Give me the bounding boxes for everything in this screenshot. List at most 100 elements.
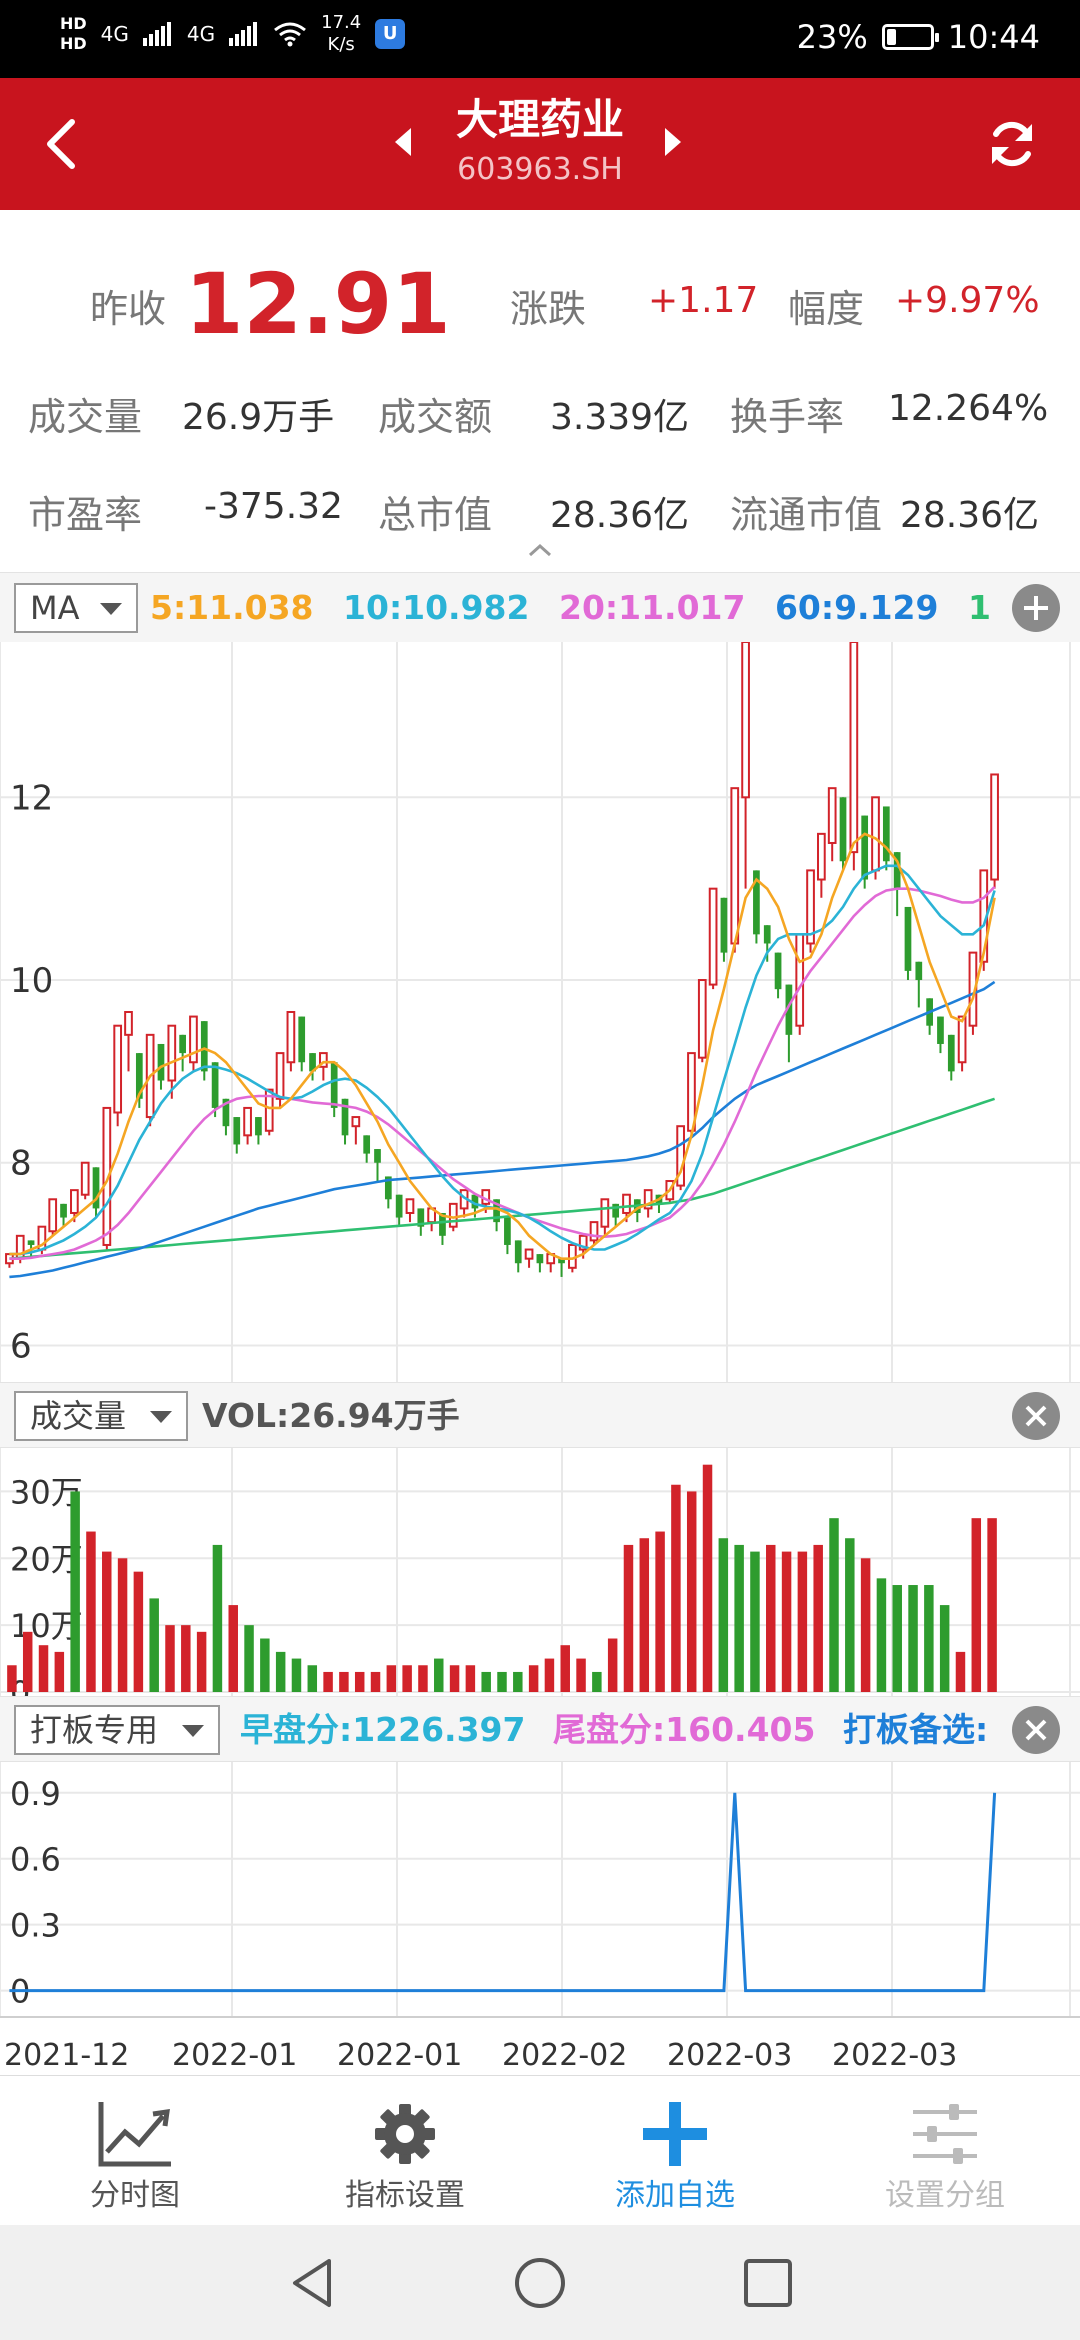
battery-icon bbox=[881, 24, 939, 50]
candle-up bbox=[275, 1052, 285, 1100]
volume-bar bbox=[528, 1665, 539, 1692]
close-board-button[interactable] bbox=[1012, 1706, 1060, 1754]
tab-add-watchlist[interactable]: 添加自选 bbox=[540, 2076, 810, 2226]
volume-bar bbox=[924, 1585, 934, 1692]
board-values: 早盘分:1226.397 尾盘分:160.405 打板备选:1. bbox=[240, 1705, 990, 1755]
turnover-label: 换手率 bbox=[730, 395, 845, 439]
candle-down bbox=[135, 1053, 143, 1099]
volume-bar bbox=[766, 1544, 776, 1692]
candle-down bbox=[157, 1043, 165, 1081]
volume-label: 成交量 bbox=[28, 395, 143, 439]
y-tick-label: 0.3 bbox=[10, 1907, 61, 1945]
candle-up bbox=[741, 642, 750, 799]
back-button[interactable] bbox=[38, 114, 88, 174]
candle-down bbox=[179, 1034, 186, 1054]
next-stock-button[interactable] bbox=[665, 128, 681, 156]
candle-down bbox=[763, 925, 771, 944]
hd-indicator: HD HD bbox=[60, 14, 87, 53]
y-tick-label: 10 bbox=[10, 961, 53, 1001]
candle-down bbox=[904, 906, 912, 971]
candle-down bbox=[536, 1254, 544, 1264]
candle-up bbox=[795, 933, 805, 1027]
candle-down bbox=[493, 1199, 500, 1223]
chevron-down-icon bbox=[99, 603, 122, 615]
volume-bar bbox=[70, 1491, 80, 1692]
chevron-down-icon bbox=[150, 1411, 173, 1423]
volume-bar bbox=[386, 1665, 397, 1692]
board-selector[interactable]: 打板专用 bbox=[14, 1705, 221, 1755]
volume-bar bbox=[149, 1598, 159, 1692]
add-indicator-button[interactable] bbox=[1012, 584, 1060, 632]
candle-up bbox=[113, 1024, 123, 1114]
candle-down bbox=[774, 952, 782, 990]
chevron-up-icon[interactable] bbox=[527, 540, 553, 560]
close-volume-button[interactable] bbox=[1012, 1392, 1060, 1440]
volume-bar bbox=[418, 1665, 428, 1692]
volume-bar bbox=[449, 1665, 460, 1692]
recents-nav-icon[interactable] bbox=[740, 2255, 796, 2311]
ma10-value: 10:10.982 bbox=[343, 588, 530, 627]
pe-label: 市盈率 bbox=[28, 493, 143, 537]
tab-indicator-settings[interactable]: 指标设置 bbox=[270, 2076, 540, 2226]
volume-bar bbox=[876, 1578, 887, 1692]
late-score: 尾盘分:160.405 bbox=[552, 1710, 816, 1749]
volume-selector[interactable]: 成交量 bbox=[14, 1391, 189, 1441]
prev-stock-button[interactable] bbox=[395, 128, 411, 156]
home-nav-icon[interactable] bbox=[512, 2255, 568, 2311]
chevron-down-icon bbox=[182, 1725, 205, 1737]
amount-label: 成交额 bbox=[378, 395, 493, 439]
change-value: +1.17 bbox=[648, 280, 759, 321]
candle-up bbox=[600, 1198, 610, 1228]
stock-title: 大理药业 603963.SH bbox=[380, 92, 700, 192]
candle-down bbox=[882, 806, 890, 862]
x-tick-label: 2022-02 bbox=[502, 2038, 627, 2073]
candle-down bbox=[363, 1135, 371, 1154]
signal-4g-1: 4G bbox=[100, 22, 129, 46]
candle-up bbox=[730, 787, 740, 945]
candle-up bbox=[102, 1106, 112, 1246]
volume-bar bbox=[639, 1538, 650, 1692]
volume-bar bbox=[481, 1671, 491, 1692]
candle-down bbox=[384, 1176, 392, 1200]
volume-bar bbox=[434, 1658, 444, 1692]
candle-up bbox=[264, 1088, 274, 1132]
y-tick-label: 0.9 bbox=[10, 1775, 61, 1813]
volume-bar bbox=[339, 1671, 349, 1692]
candle-down bbox=[92, 1167, 100, 1209]
volume-bar bbox=[22, 1631, 33, 1692]
candle-up bbox=[48, 1198, 58, 1233]
candle-down bbox=[341, 1098, 349, 1136]
ma5-value: 5:11.038 bbox=[150, 588, 314, 627]
plus-icon bbox=[643, 2102, 707, 2166]
sliders-icon bbox=[913, 2104, 977, 2164]
volume-bar bbox=[244, 1625, 254, 1692]
volume-bar bbox=[544, 1658, 555, 1692]
candle-down bbox=[27, 1240, 35, 1245]
volume-bar bbox=[228, 1605, 238, 1692]
candle-up bbox=[286, 1011, 296, 1064]
ma-selector[interactable]: MA bbox=[14, 583, 138, 633]
back-nav-icon[interactable] bbox=[285, 2255, 341, 2311]
candle-up bbox=[622, 1193, 631, 1214]
signal-bars-icon bbox=[229, 22, 258, 46]
tab-intraday[interactable]: 分时图 bbox=[0, 2076, 270, 2226]
candle-up bbox=[189, 1015, 198, 1064]
tab-group-settings[interactable]: 设置分组 bbox=[810, 2076, 1080, 2226]
float-cap-label: 流通市值 bbox=[730, 493, 883, 537]
volume-bar bbox=[323, 1671, 333, 1692]
volume-bar bbox=[370, 1671, 381, 1692]
candle-down bbox=[60, 1203, 67, 1218]
candle-up bbox=[405, 1198, 415, 1214]
volume-bar bbox=[750, 1551, 760, 1692]
candlestick-chart[interactable]: 12 10 8 6 bbox=[0, 642, 1080, 1382]
volume-bar bbox=[623, 1544, 634, 1692]
refresh-icon[interactable] bbox=[982, 114, 1042, 174]
candle-up bbox=[578, 1234, 588, 1251]
change-label: 涨跌 bbox=[510, 287, 587, 331]
volume-bar bbox=[734, 1544, 744, 1692]
candle-up bbox=[80, 1161, 90, 1196]
candle-up bbox=[524, 1248, 534, 1260]
system-navigation-bar bbox=[0, 2225, 1080, 2340]
